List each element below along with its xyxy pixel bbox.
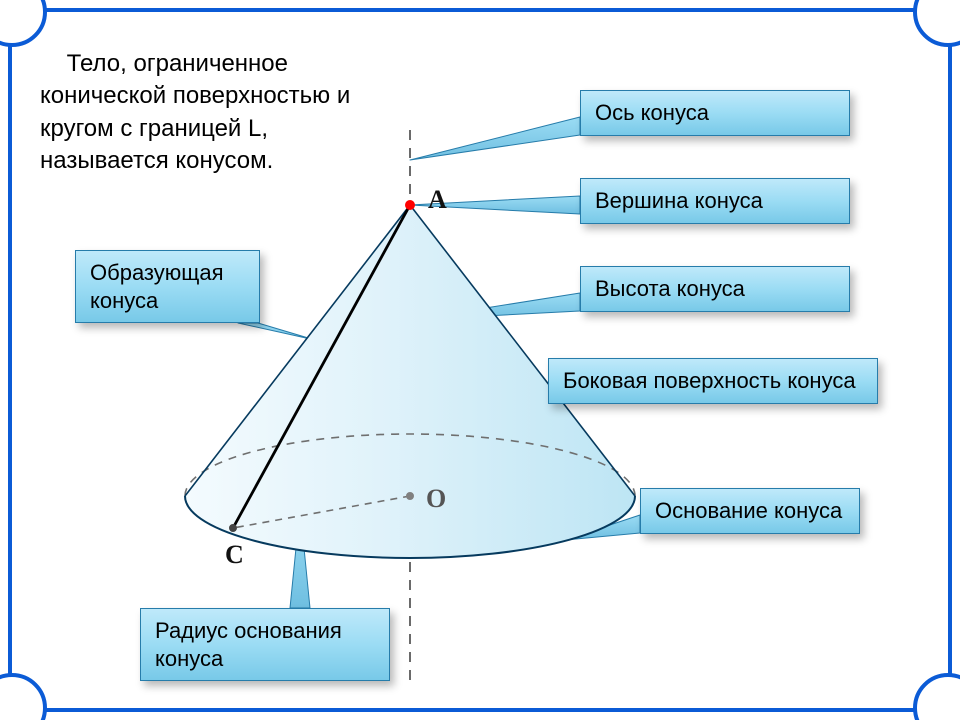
callout-base-label: Основание конуса	[655, 498, 842, 523]
callout-radius-label: Радиус основания конуса	[155, 618, 342, 671]
point-label-c: C	[225, 540, 244, 570]
callout-height-label: Высота конуса	[595, 276, 745, 301]
callout-axis: Ось конуса	[580, 90, 850, 136]
definition-text: Тело, ограниченное конической поверхност…	[40, 48, 370, 178]
callout-generatrix-label: Образующая конуса	[90, 260, 224, 313]
callout-axis-label: Ось конуса	[595, 100, 709, 125]
canvas: Тело, ограниченное конической поверхност…	[0, 0, 960, 720]
callout-radius: Радиус основания конуса	[140, 608, 390, 681]
point-label-o: O	[426, 484, 446, 514]
callout-lateral: Боковая поверхность конуса	[548, 358, 878, 404]
point-label-a: A	[428, 185, 447, 215]
callout-lateral-label: Боковая поверхность конуса	[563, 368, 856, 393]
callout-height: Высота конуса	[580, 266, 850, 312]
callout-generatrix: Образующая конуса	[75, 250, 260, 323]
callout-vertex-label: Вершина конуса	[595, 188, 763, 213]
callout-base: Основание конуса	[640, 488, 860, 534]
callout-vertex: Вершина конуса	[580, 178, 850, 224]
